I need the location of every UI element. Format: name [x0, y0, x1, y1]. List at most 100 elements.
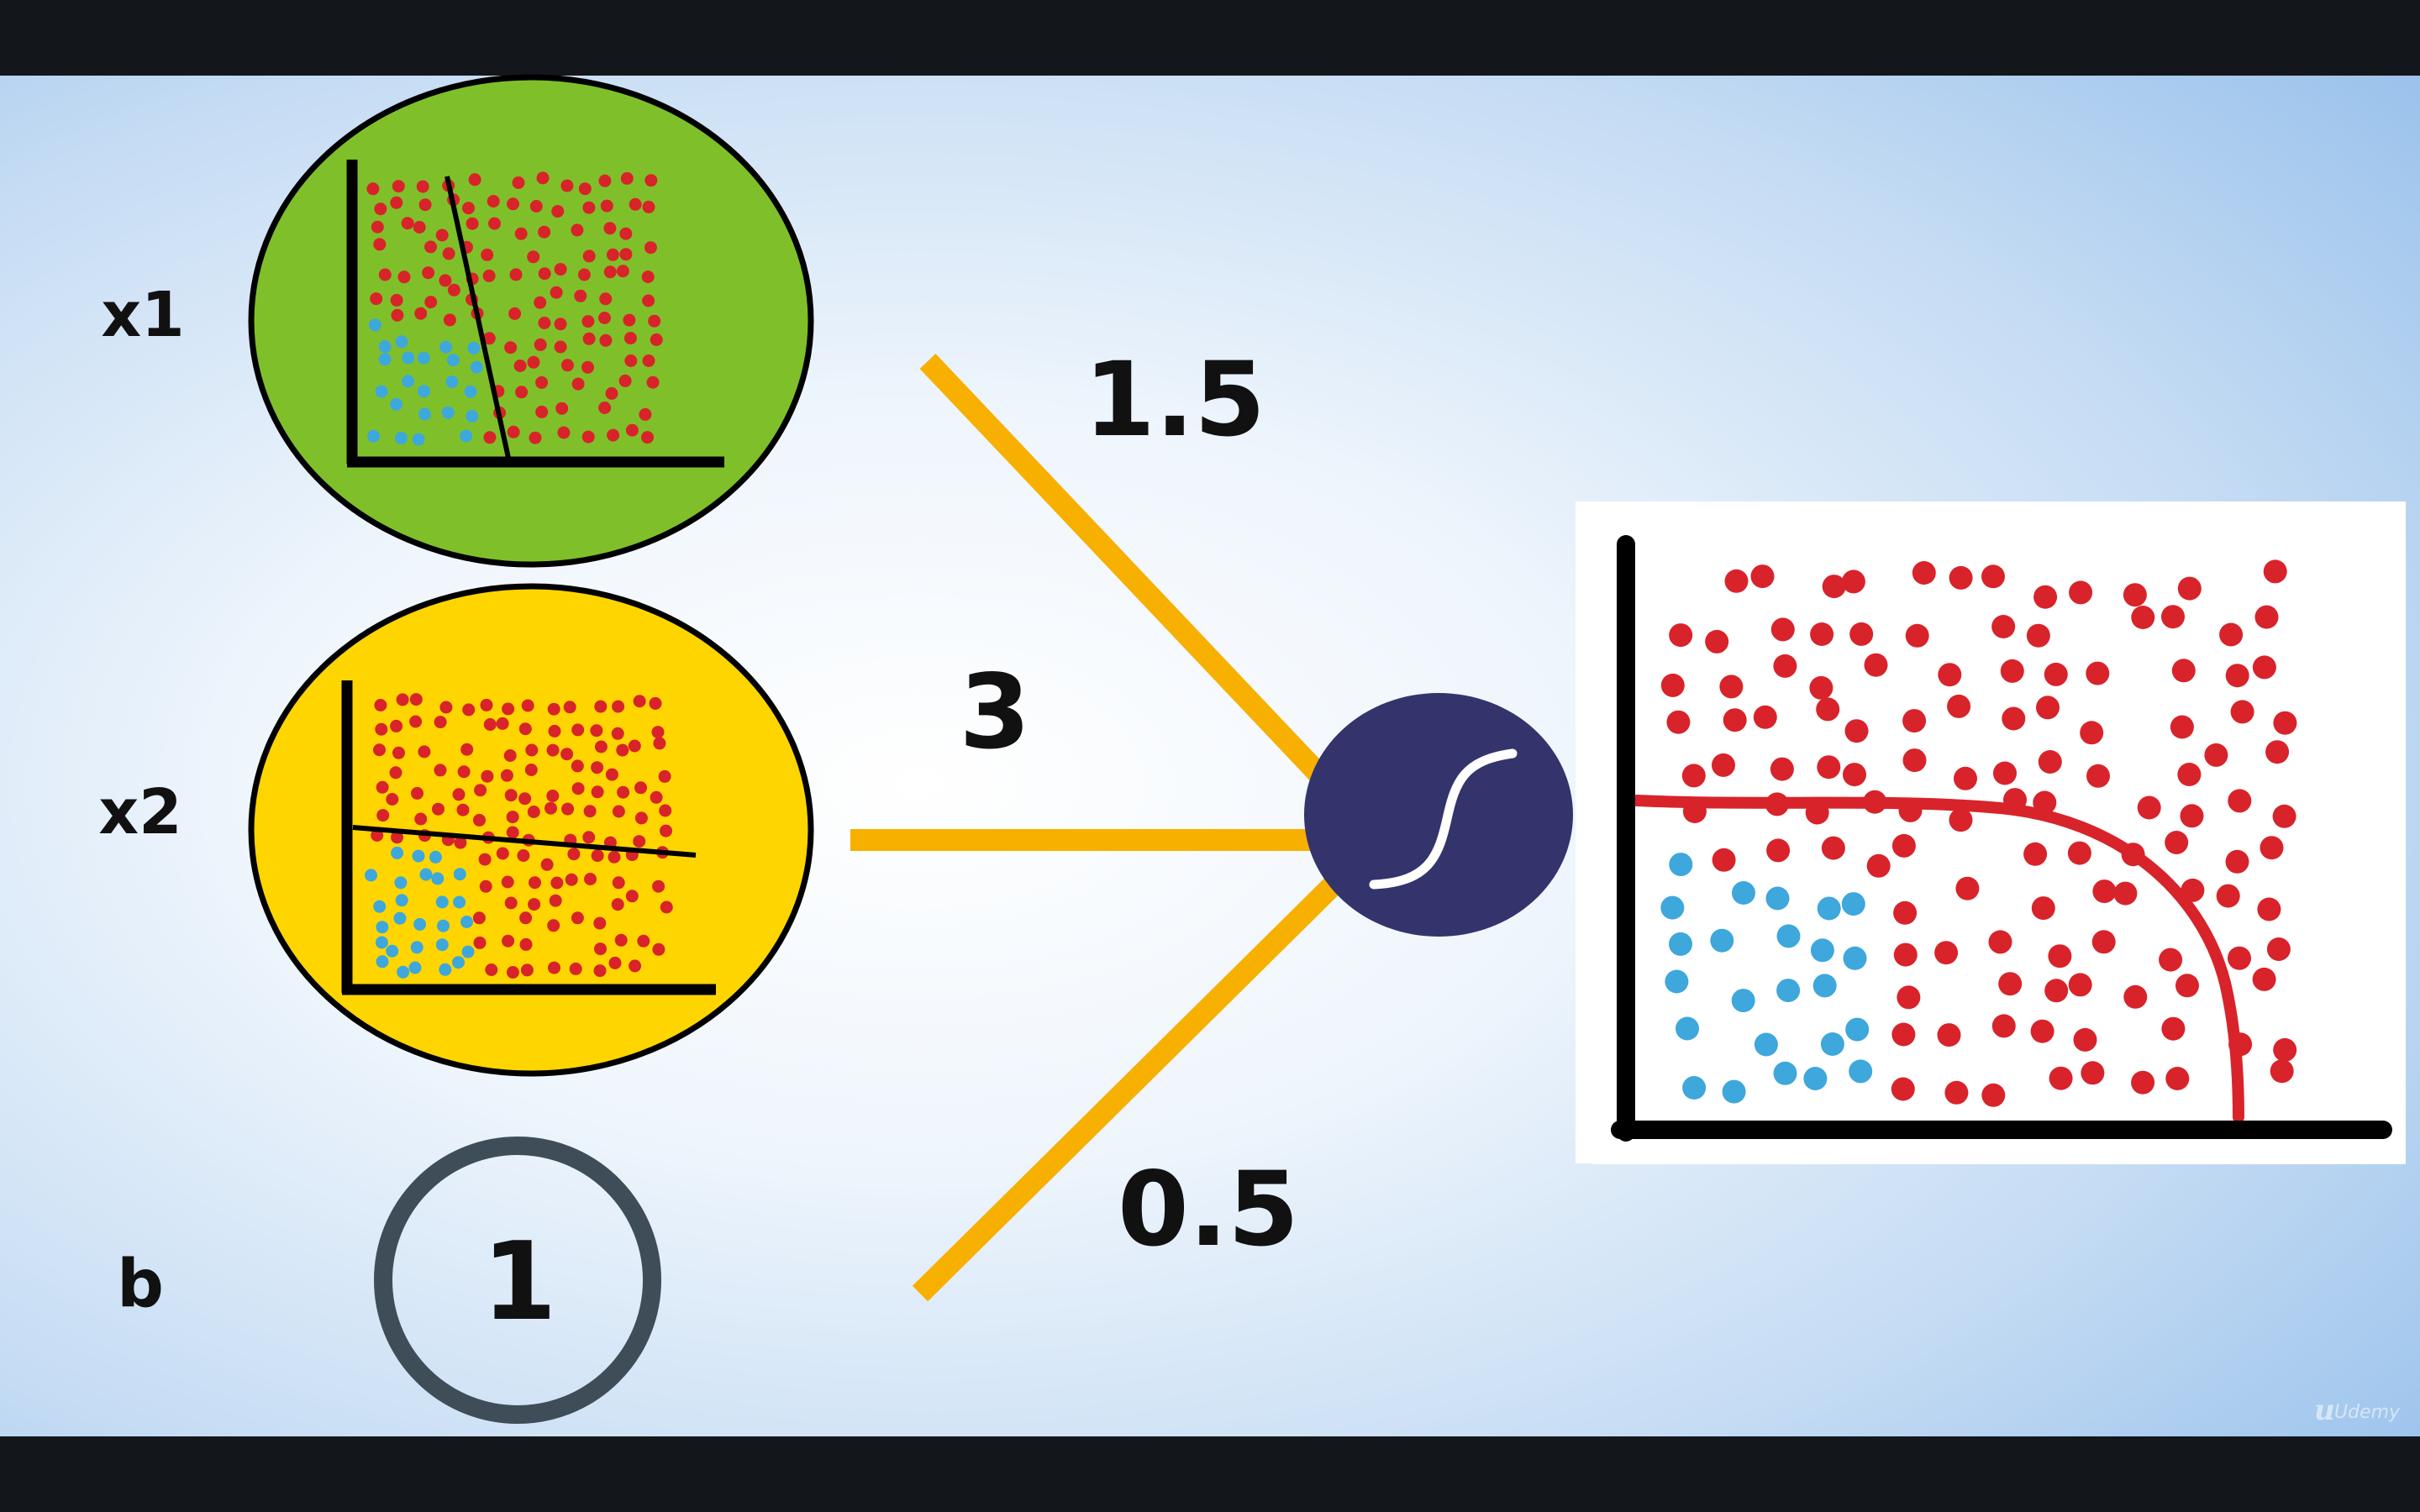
red-point	[2023, 842, 2048, 866]
red-point	[642, 354, 655, 367]
red-point	[389, 766, 402, 780]
red-point	[582, 249, 596, 263]
red-point	[591, 849, 604, 863]
watermark-text: Udemy	[2334, 1402, 2401, 1423]
red-point	[652, 942, 666, 956]
red-point	[1843, 763, 1866, 787]
blue-point	[470, 360, 483, 374]
red-point	[439, 274, 452, 287]
red-point	[2123, 984, 2148, 1009]
blue-point	[413, 917, 427, 931]
red-point	[2000, 659, 2024, 683]
blue-point	[1732, 881, 1755, 905]
red-point	[584, 873, 597, 885]
blue-point	[1669, 932, 1692, 956]
red-point	[442, 247, 455, 260]
red-point	[508, 307, 522, 320]
blue-point	[1660, 895, 1685, 920]
red-point	[506, 811, 519, 824]
red-point	[578, 182, 592, 196]
red-point	[413, 221, 426, 234]
red-point	[503, 749, 517, 762]
top-letterbox-bar	[0, 0, 2420, 76]
udemy-logo-mark: u	[2314, 1394, 2335, 1427]
red-point	[527, 355, 540, 369]
red-point	[540, 858, 554, 871]
x2-input-node	[248, 583, 814, 1077]
red-point	[2086, 764, 2110, 788]
red-point	[432, 802, 445, 816]
red-point	[634, 811, 648, 825]
red-point	[1988, 930, 2012, 954]
blue-point	[1817, 896, 1841, 921]
red-point	[1912, 561, 1936, 585]
red-point	[620, 171, 634, 185]
red-point	[590, 724, 603, 738]
red-point	[2228, 946, 2251, 970]
red-point	[642, 200, 655, 213]
red-point	[637, 934, 650, 948]
red-point	[2123, 583, 2147, 607]
blue-point	[466, 410, 479, 423]
red-point	[612, 876, 625, 890]
red-point	[2161, 605, 2185, 629]
blue-point	[460, 429, 473, 443]
red-point	[2044, 662, 2068, 686]
red-point	[1712, 848, 1736, 872]
red-point	[374, 699, 387, 711]
red-point	[460, 743, 474, 756]
blue-point	[397, 965, 410, 979]
red-point	[2080, 721, 2104, 745]
red-point	[378, 268, 392, 281]
red-point	[581, 430, 595, 444]
red-point	[2252, 655, 2276, 680]
red-point	[483, 718, 497, 731]
red-point	[535, 375, 549, 389]
red-point	[599, 292, 613, 306]
red-point	[624, 354, 638, 367]
red-point	[504, 789, 518, 802]
red-point	[571, 223, 584, 237]
red-point	[598, 402, 612, 414]
blue-point	[412, 849, 425, 863]
red-point	[529, 431, 542, 444]
red-point	[658, 769, 671, 783]
red-point	[603, 222, 617, 235]
red-point	[582, 831, 596, 844]
red-point	[496, 847, 509, 860]
red-point	[2254, 605, 2279, 629]
red-point	[571, 911, 584, 925]
red-point	[623, 332, 637, 345]
blue-point	[418, 385, 430, 398]
bias-value: 1	[481, 1220, 556, 1345]
red-point	[2092, 879, 2117, 904]
red-point	[1949, 565, 1973, 590]
red-point	[409, 693, 423, 706]
red-point	[1719, 675, 1744, 699]
red-point	[608, 850, 621, 864]
red-point	[1753, 705, 1777, 729]
bias-node: 1	[374, 1137, 661, 1424]
red-point	[1993, 761, 2017, 785]
blue-point	[1776, 924, 1801, 948]
red-point	[605, 768, 618, 781]
red-point	[1724, 569, 1749, 593]
red-point	[561, 802, 575, 816]
red-point	[633, 695, 646, 708]
blue-point	[1849, 1059, 1873, 1084]
red-point	[549, 894, 562, 907]
red-point	[443, 313, 456, 327]
red-point	[485, 963, 498, 976]
blue-point	[1754, 1032, 1778, 1057]
red-point	[1821, 836, 1845, 860]
red-point	[2260, 836, 2284, 860]
blue-point	[1843, 946, 1867, 970]
red-point	[2177, 576, 2202, 601]
red-point	[506, 826, 519, 839]
blue-point	[1812, 974, 1837, 998]
red-point	[1723, 708, 1747, 732]
x2-node-circle	[248, 583, 814, 1077]
red-point	[411, 786, 424, 800]
blue-point	[453, 895, 466, 909]
red-point	[2180, 804, 2204, 828]
